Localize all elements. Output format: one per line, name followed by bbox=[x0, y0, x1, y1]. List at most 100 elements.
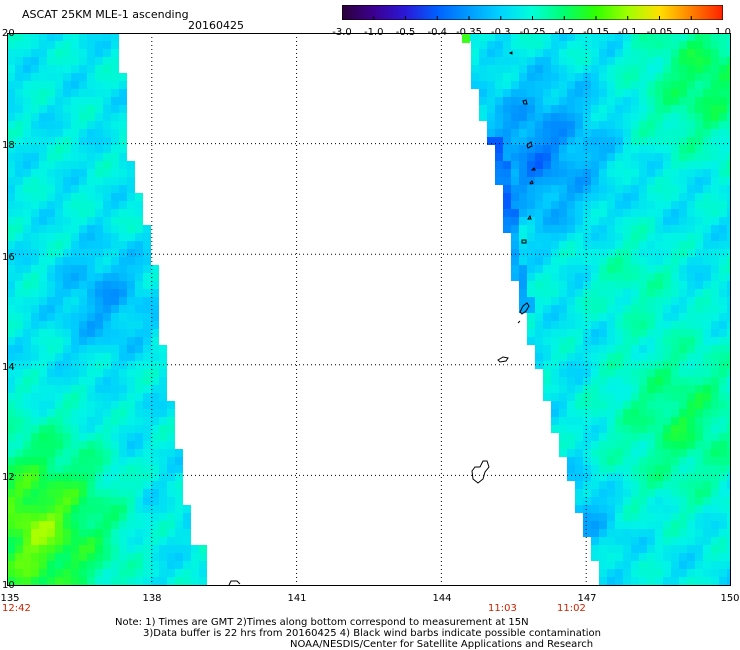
mle-field-cell bbox=[31, 377, 39, 385]
mle-field-cell bbox=[7, 129, 15, 137]
mle-field-cell bbox=[47, 401, 55, 409]
mle-field-cell bbox=[103, 545, 111, 553]
mle-field-cell bbox=[615, 217, 623, 225]
mle-field-cell bbox=[687, 313, 695, 321]
colorbar-tick-label: -0.4 bbox=[427, 27, 448, 38]
mle-field-cell bbox=[527, 209, 535, 217]
mle-field-cell bbox=[727, 457, 731, 465]
mle-field-cell bbox=[495, 169, 503, 177]
mle-field-cell bbox=[631, 281, 639, 289]
mle-field-cell bbox=[95, 73, 103, 81]
mle-field-cell bbox=[687, 161, 695, 169]
mle-field-cell bbox=[711, 321, 719, 329]
mle-field-cell bbox=[135, 217, 143, 225]
mle-field-cell bbox=[727, 137, 731, 145]
mle-field-cell bbox=[39, 177, 47, 185]
mle-field-cell bbox=[119, 241, 127, 249]
mle-field-cell bbox=[559, 241, 567, 249]
mle-field-cell bbox=[151, 409, 159, 417]
mle-field-cell bbox=[559, 369, 567, 377]
mle-field-cell bbox=[647, 569, 655, 577]
mle-field-cell bbox=[143, 289, 151, 297]
mle-field-cell bbox=[575, 313, 583, 321]
mle-field-cell bbox=[703, 41, 711, 49]
mle-field-cell bbox=[527, 129, 535, 137]
mle-field-cell bbox=[127, 321, 135, 329]
mle-field-cell bbox=[663, 449, 671, 457]
mle-field-cell bbox=[535, 217, 543, 225]
mle-field-cell bbox=[543, 121, 551, 129]
mle-field-cell bbox=[79, 297, 87, 305]
mle-field-cell bbox=[495, 113, 503, 121]
mle-field-cell bbox=[87, 553, 95, 561]
mle-field-cell bbox=[47, 489, 55, 497]
mle-field-cell bbox=[583, 273, 591, 281]
mle-field-cell bbox=[103, 105, 111, 113]
mle-field-cell bbox=[607, 553, 615, 561]
mle-field-cell bbox=[111, 281, 119, 289]
mle-field-cell bbox=[535, 97, 543, 105]
mle-field-cell bbox=[7, 233, 15, 241]
mle-field-cell bbox=[71, 409, 79, 417]
mle-field-cell bbox=[695, 129, 703, 137]
mle-field-cell bbox=[599, 129, 607, 137]
mle-field-cell bbox=[63, 233, 71, 241]
mle-field-cell bbox=[175, 449, 183, 457]
mle-field-cell bbox=[143, 545, 151, 553]
mle-field-cell bbox=[591, 217, 599, 225]
mle-field-cell bbox=[695, 97, 703, 105]
mle-field-cell bbox=[663, 537, 671, 545]
mle-field-cell bbox=[79, 33, 87, 41]
mle-field-cell bbox=[135, 513, 143, 521]
colorbar-tick-label: -0.5 bbox=[395, 27, 416, 38]
mle-field-cell bbox=[111, 561, 119, 569]
mle-field-cell bbox=[623, 289, 631, 297]
mle-field-cell bbox=[639, 289, 647, 297]
mle-field-cell bbox=[31, 169, 39, 177]
mle-field-cell bbox=[687, 49, 695, 57]
mle-field-cell bbox=[191, 569, 199, 577]
mle-field-cell bbox=[143, 385, 151, 393]
mle-field-cell bbox=[119, 385, 127, 393]
mle-field-cell bbox=[711, 297, 719, 305]
mle-field-cell bbox=[95, 337, 103, 345]
mle-field-cell bbox=[31, 425, 39, 433]
mle-field-cell bbox=[727, 577, 731, 585]
mle-field-cell bbox=[719, 497, 727, 505]
mle-field-cell bbox=[567, 193, 575, 201]
mle-field-cell bbox=[23, 529, 31, 537]
mle-field-cell bbox=[127, 425, 135, 433]
island-outline bbox=[530, 167, 536, 171]
mle-field-cell bbox=[95, 513, 103, 521]
mle-field-cell bbox=[543, 329, 551, 337]
mle-field-cell bbox=[591, 97, 599, 105]
mle-field-cell bbox=[7, 377, 15, 385]
mle-field-cell bbox=[159, 473, 167, 481]
mle-field-cell bbox=[39, 265, 47, 273]
mle-field-cell bbox=[679, 265, 687, 273]
mle-field-cell bbox=[655, 553, 663, 561]
mle-field-cell bbox=[687, 241, 695, 249]
mle-field-cell bbox=[591, 193, 599, 201]
mle-field-cell bbox=[599, 97, 607, 105]
mle-field-cell bbox=[727, 289, 731, 297]
mle-field-cell bbox=[607, 337, 615, 345]
mle-field-cell bbox=[95, 281, 103, 289]
mle-field-cell bbox=[655, 473, 663, 481]
mle-field-cell bbox=[639, 73, 647, 81]
mle-field-cell bbox=[167, 545, 175, 553]
mle-field-cell bbox=[607, 569, 615, 577]
mle-field-cell bbox=[687, 489, 695, 497]
mle-field-cell bbox=[543, 49, 551, 57]
mle-field-cell bbox=[559, 313, 567, 321]
mle-field-cell bbox=[23, 497, 31, 505]
mle-field-cell bbox=[583, 521, 591, 529]
mle-field-cell bbox=[543, 273, 551, 281]
mle-field-cell bbox=[575, 225, 583, 233]
mle-field-cell bbox=[511, 129, 519, 137]
mle-field-cell bbox=[727, 225, 731, 233]
mle-field-cell bbox=[583, 41, 591, 49]
mle-field-cell bbox=[87, 489, 95, 497]
mle-field-cell bbox=[623, 545, 631, 553]
mle-field-cell bbox=[87, 49, 95, 57]
